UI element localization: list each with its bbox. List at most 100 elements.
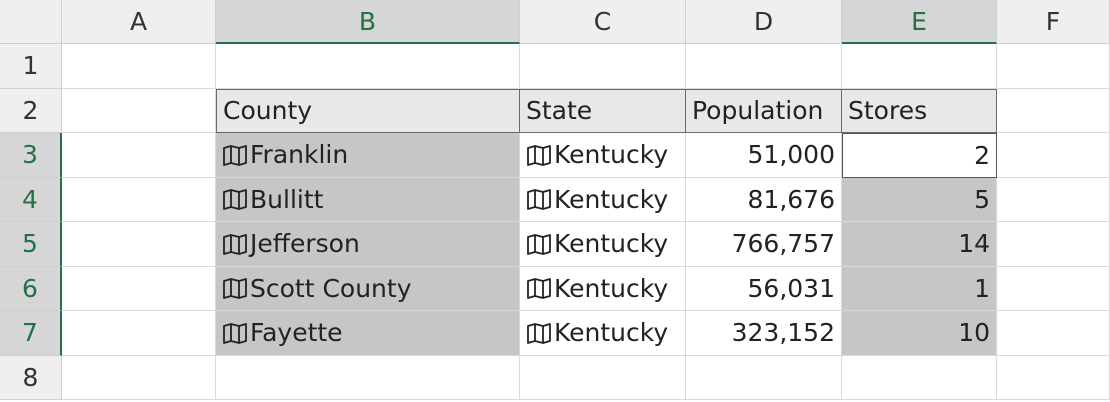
cell[interactable] [997,266,1110,311]
map-icon [223,322,247,344]
cell[interactable] [216,44,520,89]
cell-text: Franklin [250,140,349,170]
table-cell[interactable]: 5 [842,177,997,222]
map-icon [527,189,551,211]
table-cell[interactable]: Franklin [216,133,520,178]
table-cell[interactable]: 323,152 [686,311,842,356]
row-header[interactable]: 6 [0,266,62,311]
row-header[interactable]: 8 [0,355,62,400]
cell[interactable] [997,44,1110,89]
table-cell[interactable]: Kentucky [520,177,686,222]
cell[interactable] [62,355,216,400]
cell[interactable] [62,266,216,311]
table-cell[interactable]: 10 [842,311,997,356]
corner [0,0,62,44]
cell[interactable] [216,355,520,400]
cell-text: Jefferson [250,229,360,259]
table-cell[interactable]: 56,031 [686,266,842,311]
cell-text: Kentucky [554,140,669,170]
cell-text: E [911,6,927,36]
column-header[interactable]: A [62,0,216,44]
table-cell[interactable]: Bullitt [216,177,520,222]
active-cell[interactable]: 2 [842,133,997,178]
cell[interactable] [62,44,216,89]
cell-text: 8 [22,362,39,392]
column-header[interactable]: F [997,0,1110,44]
cell[interactable] [62,222,216,267]
table-header-cell[interactable]: Stores [842,88,997,133]
cell[interactable] [62,133,216,178]
cell-text: 56,031 [747,273,835,303]
table-cell[interactable]: Kentucky [520,266,686,311]
cell-text: 51,000 [747,140,835,170]
cell[interactable] [842,355,997,400]
cell-text: Kentucky [554,273,669,303]
cell-text: 766,757 [731,229,835,259]
table-header-cell[interactable]: Population [686,88,842,133]
cell[interactable] [997,177,1110,222]
cell[interactable] [997,133,1110,178]
cell-text: C [593,7,612,36]
cell[interactable] [842,44,997,89]
cell[interactable] [997,222,1110,267]
table-cell[interactable]: 766,757 [686,222,842,267]
cell[interactable] [997,88,1110,133]
table-cell[interactable]: Kentucky [520,311,686,356]
map-icon [527,322,551,344]
row-header[interactable]: 3 [0,133,62,178]
cell-text: Population [692,96,824,126]
cell-text: County [223,96,313,126]
table-header-cell[interactable]: State [520,88,686,133]
table-cell[interactable]: 1 [842,266,997,311]
cell-text: D [753,7,774,36]
table-cell[interactable]: Scott County [216,266,520,311]
cell[interactable] [520,44,686,89]
column-header[interactable]: D [686,0,842,44]
cell-text: Kentucky [554,318,669,348]
column-header[interactable]: C [520,0,686,44]
cell-text: 4 [22,184,38,214]
cell[interactable] [520,355,686,400]
table-cell[interactable]: Kentucky [520,133,686,178]
cell-text: F [1045,7,1061,36]
cell[interactable] [997,311,1110,356]
column-header[interactable]: E [842,0,997,44]
row-header[interactable]: 2 [0,88,62,133]
table-cell[interactable]: 51,000 [686,133,842,178]
cell[interactable] [997,355,1110,400]
table-cell[interactable]: 81,676 [686,177,842,222]
table-cell[interactable]: 14 [842,222,997,267]
cell-text: State [526,96,593,126]
cell-text: 7 [22,318,38,348]
map-icon [527,233,551,255]
cell-text: 323,152 [731,318,835,348]
cell[interactable] [686,355,842,400]
row-header[interactable]: 7 [0,311,62,356]
cell[interactable] [686,44,842,89]
cell[interactable] [62,177,216,222]
table-cell[interactable]: Jefferson [216,222,520,267]
map-icon [223,144,247,166]
cell-text: Fayette [250,318,343,348]
cell-text: A [129,7,148,36]
row-header[interactable]: 4 [0,177,62,222]
cell-text: 5 [974,184,990,214]
map-icon [223,233,247,255]
table-cell[interactable]: Fayette [216,311,520,356]
cell-text: 1 [22,51,39,81]
cell-text: Scott County [250,273,412,303]
cell-text: 5 [22,229,38,259]
map-icon [223,189,247,211]
cell-text: Bullitt [250,184,324,214]
row-header[interactable]: 5 [0,222,62,267]
map-icon [527,144,551,166]
cell-text: Kentucky [554,229,669,259]
column-header[interactable]: B [216,0,520,44]
table-cell[interactable]: Kentucky [520,222,686,267]
table-header-cell[interactable]: County [216,88,520,133]
cell-text: Kentucky [554,184,669,214]
row-header[interactable]: 1 [0,44,62,89]
cell[interactable] [62,311,216,356]
map-icon [527,278,551,300]
cell[interactable] [62,88,216,133]
